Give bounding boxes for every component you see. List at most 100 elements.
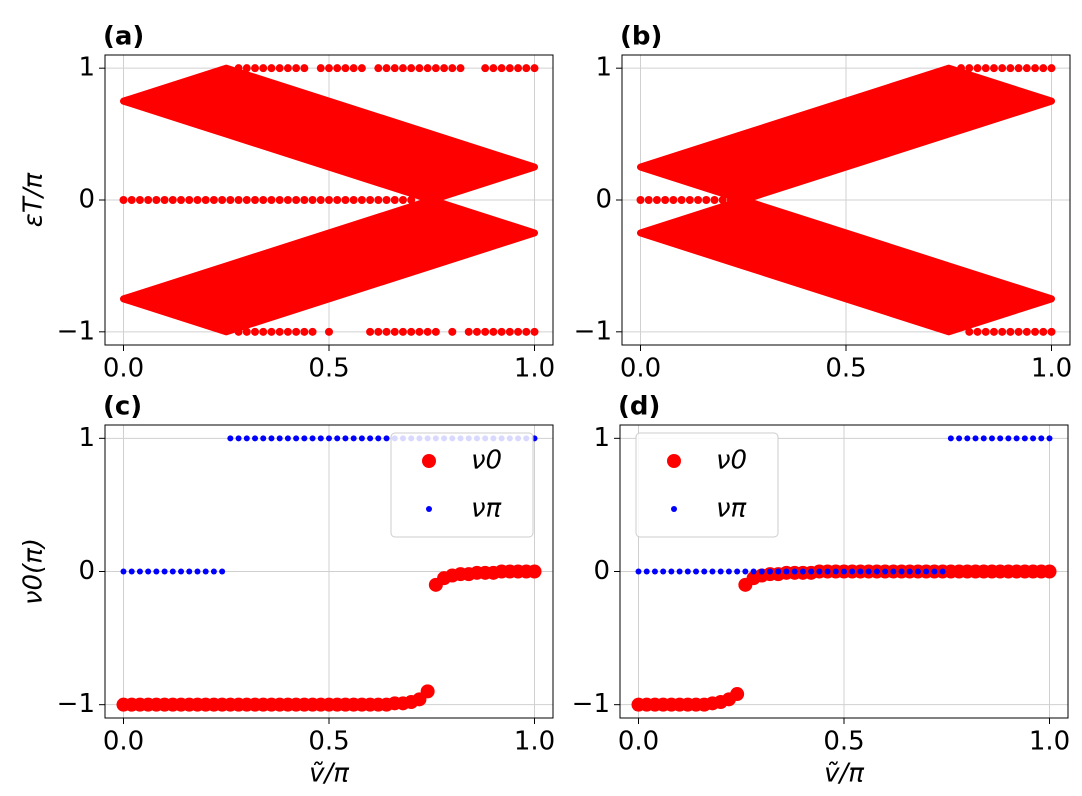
point	[292, 196, 301, 204]
point	[702, 196, 711, 204]
point	[283, 64, 292, 73]
y-tick-label: 1	[78, 53, 95, 83]
point	[268, 435, 275, 442]
point	[423, 64, 432, 73]
y-axis-label: ν0(π)	[19, 538, 49, 605]
legend-label: ν0	[716, 446, 747, 476]
point	[694, 196, 703, 204]
point	[366, 327, 375, 336]
point	[227, 435, 234, 442]
point	[349, 196, 358, 204]
point	[398, 196, 407, 204]
point	[431, 64, 440, 73]
point	[734, 568, 741, 575]
point	[758, 568, 765, 575]
point	[808, 568, 815, 575]
point	[308, 327, 317, 336]
point	[939, 568, 946, 575]
point	[326, 435, 332, 442]
plot-frame	[104, 424, 554, 719]
point	[1038, 435, 1045, 442]
point	[522, 64, 531, 73]
point	[375, 435, 382, 442]
point	[301, 435, 308, 442]
point	[119, 196, 128, 204]
point	[981, 327, 990, 336]
point	[865, 568, 872, 575]
point	[710, 196, 719, 204]
point	[267, 196, 276, 204]
point	[423, 327, 432, 336]
point	[643, 568, 650, 575]
point	[931, 568, 938, 575]
panel-label: (b)	[620, 22, 662, 52]
point	[957, 64, 966, 73]
point	[1014, 64, 1023, 73]
point	[251, 327, 260, 336]
point	[275, 327, 284, 336]
y-tick-label: 0	[595, 185, 612, 215]
point	[791, 568, 798, 575]
point	[1030, 435, 1037, 442]
point	[989, 64, 998, 73]
point	[472, 327, 481, 336]
band	[119, 64, 539, 204]
x-tick-label: 0.0	[620, 354, 661, 384]
plot-frame	[621, 54, 1071, 346]
point	[981, 64, 990, 73]
point	[382, 327, 391, 336]
x-tick-label: 0.5	[825, 354, 866, 384]
point	[998, 327, 1007, 336]
x-tick-label: 0.5	[308, 354, 349, 384]
point	[185, 196, 194, 204]
point	[448, 327, 457, 336]
point	[194, 568, 201, 575]
legend-box	[635, 432, 779, 538]
point	[242, 327, 251, 336]
point	[636, 196, 645, 204]
point	[644, 196, 653, 204]
point	[259, 196, 268, 204]
y-tick-label: 0	[78, 185, 95, 215]
point	[325, 64, 333, 73]
point	[906, 568, 913, 575]
point	[965, 327, 974, 336]
point	[128, 568, 135, 575]
point	[464, 327, 473, 336]
point	[283, 196, 292, 204]
point	[333, 64, 342, 73]
point	[481, 64, 490, 73]
point	[317, 435, 324, 442]
point	[832, 568, 839, 575]
x-tick-label: 0.0	[618, 727, 659, 757]
point	[1047, 327, 1056, 336]
point	[783, 568, 790, 575]
point	[431, 327, 440, 336]
point	[735, 196, 744, 204]
point	[923, 568, 930, 575]
band	[636, 196, 1056, 336]
point	[481, 327, 490, 336]
point	[522, 327, 531, 336]
point	[775, 568, 782, 575]
point	[898, 568, 905, 575]
legend-marker	[426, 506, 432, 512]
point	[201, 196, 210, 204]
point	[333, 196, 342, 204]
point	[514, 327, 523, 336]
point	[300, 64, 309, 73]
x-tick-label: 0.0	[103, 727, 144, 757]
point	[382, 64, 391, 73]
point	[145, 568, 152, 575]
point	[456, 64, 465, 73]
x-tick-label: 0.5	[308, 727, 349, 757]
point	[341, 64, 350, 73]
point	[210, 568, 217, 575]
point	[161, 568, 168, 575]
point	[342, 435, 349, 442]
point	[635, 568, 642, 575]
y-tick-label: 1	[78, 423, 95, 453]
point	[398, 64, 407, 73]
legend-label: νπ	[471, 494, 502, 524]
